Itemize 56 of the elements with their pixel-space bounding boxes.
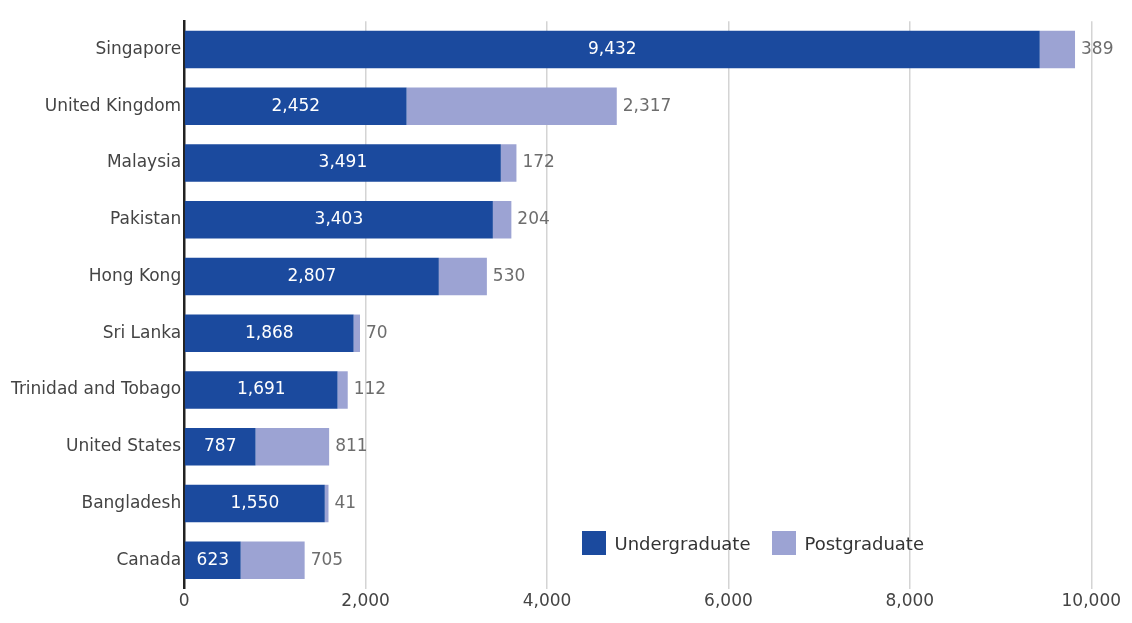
bar — [500, 144, 517, 182]
bar — [184, 257, 439, 296]
bar — [184, 87, 407, 126]
bar — [337, 371, 348, 409]
y-tick-label: Canada — [116, 548, 182, 569]
y-tick-label: Hong Kong — [88, 264, 182, 285]
data-label: 3,491 — [318, 151, 368, 172]
data-label: 1,691 — [236, 378, 286, 399]
data-label: 9,432 — [588, 37, 637, 58]
x-tick-label: 4,000 — [522, 590, 572, 611]
y-tick-label: Sri Lanka — [102, 321, 182, 342]
data-label: 811 — [335, 435, 368, 456]
y-tick-label: Bangladesh — [81, 491, 182, 512]
bar — [492, 201, 512, 239]
data-label: 172 — [522, 151, 555, 172]
data-label: 112 — [353, 378, 387, 399]
legend-label: Postgraduate — [804, 532, 924, 554]
bar — [255, 428, 330, 466]
y-tick-label: Malaysia — [106, 151, 182, 172]
x-tick-label: 2,000 — [341, 590, 390, 611]
data-label: 1,550 — [230, 491, 280, 512]
bar — [406, 87, 617, 126]
data-label: 3,403 — [314, 208, 364, 229]
bar — [240, 541, 305, 579]
bar — [184, 428, 256, 466]
bar — [1039, 30, 1076, 69]
data-label: 389 — [1081, 37, 1114, 58]
data-label: 623 — [196, 548, 230, 569]
bar — [438, 257, 487, 296]
data-label: 530 — [492, 264, 526, 285]
bar — [184, 484, 325, 523]
data-label: 2,317 — [622, 94, 672, 115]
data-label: 1,868 — [244, 321, 294, 342]
x-tick-label: 0 — [178, 590, 190, 611]
y-tick-label: Singapore — [95, 37, 182, 58]
y-tick-label: Pakistan — [110, 208, 182, 229]
bar — [184, 314, 354, 352]
bar — [184, 144, 501, 182]
x-tick-label: 10,000 — [1061, 590, 1121, 611]
data-label: 204 — [517, 208, 550, 229]
bar — [184, 30, 1040, 69]
data-label: 2,807 — [287, 264, 337, 285]
legend-label: Undergraduate — [614, 532, 751, 554]
data-label: 705 — [310, 548, 344, 569]
x-tick-label: 6,000 — [704, 590, 753, 611]
data-label: 2,452 — [271, 94, 321, 115]
x-tick-label: 8,000 — [885, 590, 935, 611]
data-label: 787 — [204, 435, 237, 456]
bar — [184, 201, 493, 239]
bar — [184, 371, 338, 409]
y-tick-label: United States — [66, 435, 182, 456]
bar — [353, 314, 360, 352]
data-label: 70 — [365, 321, 388, 342]
y-tick-label: Trinidad and Tobago — [10, 378, 182, 399]
y-tick-label: United Kingdom — [44, 94, 182, 115]
data-label: 41 — [334, 491, 357, 512]
